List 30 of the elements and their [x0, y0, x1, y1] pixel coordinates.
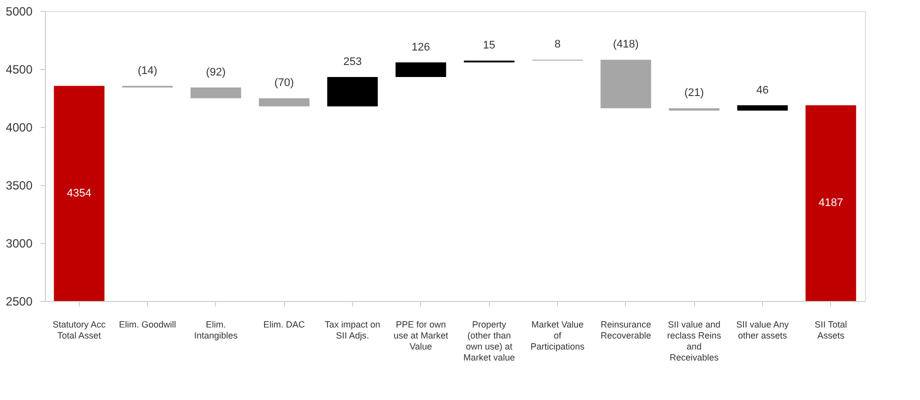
- data-label: 46: [756, 84, 769, 96]
- data-label: 4187: [818, 197, 844, 210]
- data-label: (70): [274, 77, 294, 90]
- data-label: 15: [483, 40, 496, 52]
- data-label: 8: [554, 38, 561, 51]
- x-tick-label: SII value Any other assets: [736, 320, 790, 340]
- data-label: 253: [343, 56, 362, 68]
- y-tick-label: 5000: [6, 4, 33, 18]
- x-tick-label: Elim. Intangibles: [194, 320, 238, 340]
- x-tick-label: Property (other than own use) at Market value: [463, 320, 515, 362]
- x-tick-label: PPE for own use at Market Value: [394, 320, 449, 352]
- data-label: 4354: [66, 187, 92, 200]
- x-tick-label: Tax impact on SII Adjs.: [324, 320, 380, 340]
- y-tick-label: 4000: [6, 120, 33, 134]
- data-label: (14): [138, 64, 158, 77]
- x-tick-label: SII value and reclass Reins and Receivables: [667, 320, 722, 362]
- y-tick-label: 3500: [6, 178, 33, 192]
- y-tick-label: 4500: [6, 62, 33, 76]
- data-label: (21): [684, 87, 704, 100]
- data-label: (418): [612, 38, 639, 51]
- x-tick-label: SII Total Assets: [814, 320, 848, 340]
- x-tick-label: Elim. DAC: [263, 320, 306, 330]
- x-tick-label: Market Value of Participations: [530, 320, 586, 352]
- data-label: (92): [206, 66, 226, 79]
- x-tick-label: Elim. Goodwill: [118, 320, 176, 330]
- x-tick-label: Reinsurance Recoverable: [600, 320, 652, 340]
- y-tick-label: 2500: [6, 294, 33, 308]
- data-label: 126: [412, 41, 430, 54]
- x-tick-label: Statutory Acc Total Asset: [52, 320, 106, 340]
- y-tick-label: 3000: [6, 236, 33, 250]
